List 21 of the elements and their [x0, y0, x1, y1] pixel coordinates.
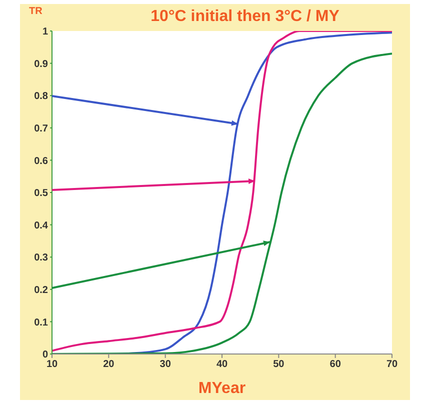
- y-tick-label: 0.1: [34, 317, 48, 328]
- x-tick-label: 30: [160, 359, 172, 370]
- x-tick-label: 20: [103, 359, 115, 370]
- y-tick-label: 0: [42, 350, 48, 361]
- y-tick-label: 0.8: [34, 91, 48, 102]
- x-tick-label: 50: [273, 359, 285, 370]
- x-tick-label: 60: [330, 359, 342, 370]
- y-tick-label: 0.3: [34, 252, 48, 264]
- y-tick-label: 0.6: [34, 156, 48, 167]
- x-tick-label: 10: [46, 359, 58, 370]
- x-tick-label: 40: [216, 359, 228, 370]
- y-tick-label: 0.5: [34, 188, 48, 200]
- x-axis-title: MYear: [197, 380, 247, 398]
- y-tick-label: 0.2: [34, 284, 48, 296]
- y-tick-label: 0.7: [34, 123, 48, 134]
- chart-title: 10°C initial then 3°C / MY: [150, 8, 340, 26]
- x-tick-label: 70: [386, 359, 398, 370]
- y-axis-title: TR: [29, 6, 42, 17]
- y-tick-label: 1: [42, 26, 48, 38]
- y-tick-label: 0.4: [34, 220, 48, 232]
- y-tick-label: 0.9: [34, 58, 48, 70]
